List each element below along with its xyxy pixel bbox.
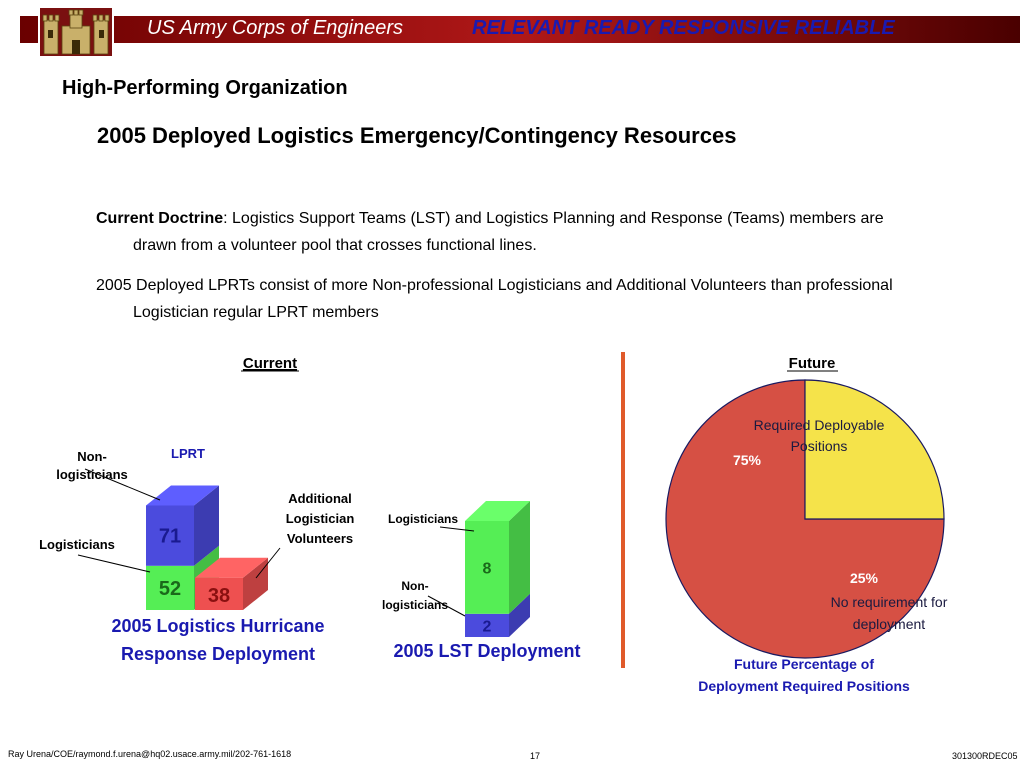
footer-contact: Ray Urena/COE/raymond.f.urena@hq02.usace… <box>8 749 292 759</box>
pie-label-no-requirement-line1: No requirement for <box>831 594 948 610</box>
additional-volunteers-value-label: 38 <box>208 585 230 607</box>
castle-icon <box>38 6 114 58</box>
callout-non-logisticians-line2: logisticians <box>56 467 128 482</box>
pie-value-required: 75% <box>733 452 762 468</box>
pie-chart-title-line2: Deployment Required Positions <box>698 678 910 694</box>
section-title: High-Performing Organization <box>62 77 348 99</box>
doctrine-label: Current Doctrine <box>96 210 224 227</box>
lprt-logisticians-bar-front <box>146 565 194 610</box>
current-heading: Current <box>243 355 297 372</box>
callout-additional-line3: Volunteers <box>287 531 353 546</box>
header-gradient <box>20 16 1020 43</box>
deployment-text-line1: 2005 Deployed LPRTs consist of more Non-… <box>96 277 893 294</box>
castle-logo <box>38 6 114 58</box>
motto-text: RELEVANT READY RESPONSIVE RELIABLE <box>472 17 895 39</box>
column-divider <box>621 352 625 668</box>
additional-volunteers-bar-front <box>195 577 243 610</box>
lst-logisticians-bar-top <box>465 501 530 521</box>
pie-label-no-requirement-line2: deployment <box>853 616 925 632</box>
organization-name: US Army Corps of Engineers <box>147 17 404 39</box>
pie-label-required-line2: Positions <box>791 438 848 454</box>
lst-callout-line-logisticians <box>439 526 475 532</box>
additional-volunteers-bar-top <box>195 557 268 578</box>
hurricane-chart-title-line2: Response Deployment <box>121 644 315 664</box>
lst-logisticians-bar-side <box>509 501 530 614</box>
footer-page-number: 17 <box>530 751 541 761</box>
future-heading: Future <box>789 355 836 372</box>
lst-callout-line-non-logisticians <box>427 595 466 617</box>
pie-slice-required-deployable <box>665 379 945 659</box>
lst-chart-title: 2005 LST Deployment <box>393 641 580 661</box>
future-pie-chart: Required Deployable Positions 75% 25% No… <box>665 379 948 694</box>
lst-callout-non-logisticians-line2: logisticians <box>382 598 448 612</box>
doctrine-text-line2: drawn from a volunteer pool that crosses… <box>133 237 537 254</box>
hurricane-chart-title-line1: 2005 Logistics Hurricane <box>111 616 324 636</box>
lprt-non-logisticians-bar-top <box>146 485 219 506</box>
logisticians-value-label: 52 <box>159 578 181 600</box>
lst-logisticians-bar-front <box>465 521 509 614</box>
lprt-label: LPRT <box>171 446 205 461</box>
charts-area: Current Future LPRT 71 52 38 Non- logist… <box>39 352 948 694</box>
pie-value-no-requirement: 25% <box>850 570 879 586</box>
lprt-non-logisticians-bar-side <box>194 485 219 566</box>
slide-title: 2005 Deployed Logistics Emergency/Contin… <box>97 123 737 148</box>
lst-non-logisticians-bar-side <box>509 593 530 637</box>
pie-slice-no-requirement <box>804 379 945 520</box>
callout-line-logisticians <box>77 554 151 573</box>
lst-callout-logisticians: Logisticians <box>388 512 458 526</box>
pie-label-required-line1: Required Deployable <box>754 417 885 433</box>
deployment-text-line2: Logistician regular LPRT members <box>133 304 379 321</box>
doctrine-text-line1: : Logistics Support Teams (LST) and Logi… <box>223 210 884 227</box>
callout-line-additional <box>255 547 281 579</box>
lst-non-logisticians-value-label: 2 <box>483 618 492 635</box>
hurricane-deployment-chart: LPRT 71 52 38 Non- logisticians Logistic… <box>39 446 354 664</box>
footer-code: 301300RDEC05 <box>952 751 1018 761</box>
callout-additional-line2: Logistician <box>286 511 355 526</box>
callout-additional-line1: Additional <box>288 491 352 506</box>
deployment-paragraph: 2005 Deployed LPRTs consist of more Non-… <box>96 272 936 326</box>
header-bar: US Army Corps of Engineers RELEVANT READ… <box>20 16 1020 43</box>
callout-non-logisticians-line1: Non- <box>77 449 107 464</box>
lst-non-logisticians-bar-front <box>465 613 509 637</box>
lst-logisticians-value-label: 8 <box>483 560 492 577</box>
non-logisticians-value-label: 71 <box>159 526 181 548</box>
pie-chart-title-line1: Future Percentage of <box>734 656 874 672</box>
callout-logisticians: Logisticians <box>39 537 115 552</box>
lprt-non-logisticians-bar-front <box>146 505 194 566</box>
lst-callout-non-logisticians-line1: Non- <box>401 579 428 593</box>
doctrine-paragraph: Current Doctrine: Logistics Support Team… <box>96 205 936 259</box>
callout-line-non-logisticians <box>84 468 161 501</box>
lst-deployment-chart: 8 2 Logisticians Non- logisticians 2005 … <box>382 501 581 661</box>
